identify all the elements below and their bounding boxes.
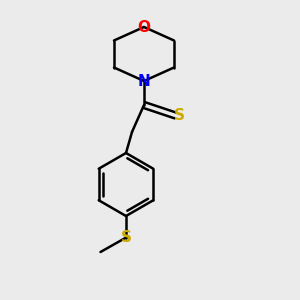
Text: S: S <box>121 230 131 245</box>
Text: S: S <box>174 108 184 123</box>
Text: O: O <box>137 20 151 34</box>
Text: N: N <box>138 74 150 88</box>
